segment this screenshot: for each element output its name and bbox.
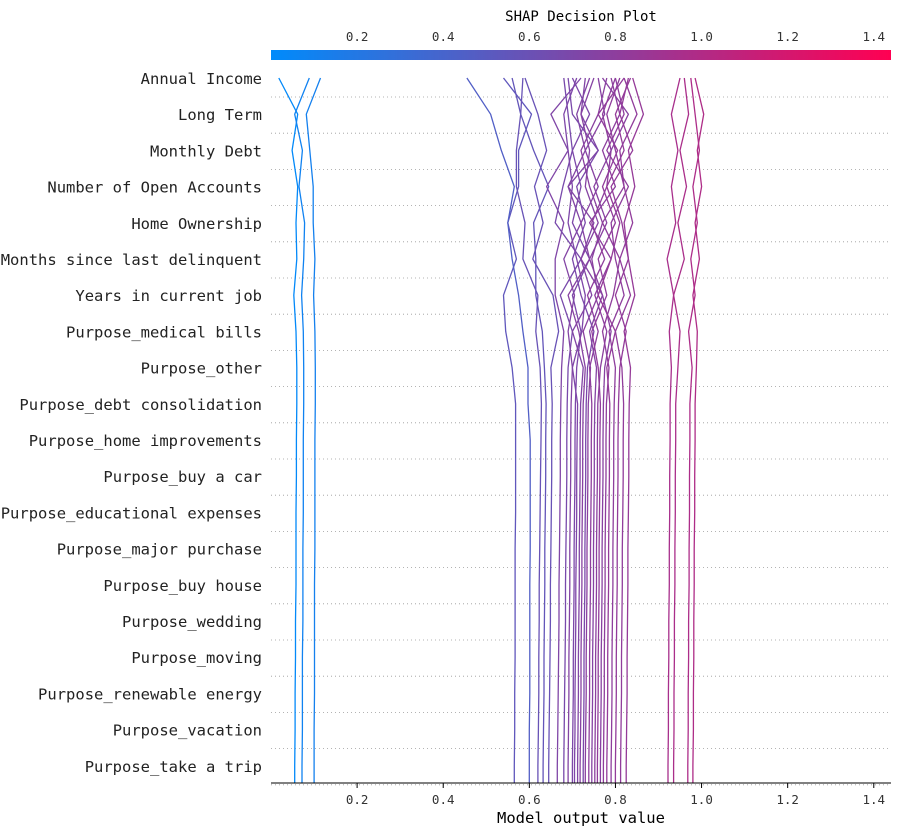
- decision-line-3: [305, 77, 322, 783]
- bottom-tick-label: 0.6: [518, 792, 541, 807]
- decision-line-21: [591, 77, 625, 783]
- bottom-tick-label: 0.4: [432, 792, 455, 807]
- decision-line-7: [511, 77, 550, 783]
- decision-line-18: [586, 77, 617, 783]
- decision-line-19: [580, 77, 604, 783]
- decision-line-24: [597, 77, 632, 783]
- decision-line-9: [545, 77, 582, 783]
- feature-labels: Annual Income Long Term Monthly Debt Number…: [1, 70, 262, 776]
- decision-line-27: [614, 77, 638, 783]
- top-tick-label: 0.4: [432, 29, 455, 44]
- feature-label: Purpose_educational expenses: [1, 504, 262, 522]
- decision-line-14: [567, 77, 599, 783]
- decision-line-16: [567, 77, 599, 783]
- feature-label: Purpose_buy a car: [103, 468, 262, 486]
- bottom-tick-label: 0.2: [346, 792, 369, 807]
- feature-label: Long Term: [178, 106, 262, 124]
- decision-line-25: [606, 77, 630, 783]
- colorbar: [271, 50, 891, 60]
- top-tick-label: 1.0: [690, 29, 713, 44]
- decision-line-2: [294, 77, 310, 783]
- top-tick-label: 0.6: [518, 29, 541, 44]
- feature-label: Purpose_debt consolidation: [19, 396, 262, 414]
- decision-line-4: [502, 77, 533, 783]
- feature-label: Purpose_other: [141, 360, 262, 378]
- top-tick-label: 0.2: [346, 29, 369, 44]
- decision-line-31: [687, 77, 701, 783]
- feature-label: Months since last delinquent: [1, 251, 262, 269]
- bottom-tick-labels: 0.2 0.4 0.6 0.8 1.0 1.2 1.4: [346, 783, 885, 807]
- feature-label: Number of Open Accounts: [47, 179, 262, 197]
- decision-line-13: [563, 77, 586, 783]
- top-tick-label: 1.2: [776, 29, 799, 44]
- decision-line-6: [515, 77, 543, 783]
- decision-lines: [278, 77, 705, 783]
- x-axis-title: Model output value: [497, 809, 665, 827]
- decision-line-26: [610, 77, 634, 783]
- feature-label: Purpose_moving: [131, 649, 262, 667]
- decision-line-10: [554, 77, 582, 783]
- feature-label: Purpose_major purchase: [57, 541, 262, 559]
- feature-label: Purpose_renewable energy: [38, 685, 262, 703]
- decision-line-29: [666, 77, 681, 783]
- decision-line-17: [580, 77, 608, 783]
- feature-gridlines: [271, 96, 891, 786]
- decision-line-32: [692, 77, 705, 783]
- top-tick-label: 1.4: [862, 29, 885, 44]
- top-tick-labels: 0.2 0.4 0.6 0.8 1.0 1.2 1.4: [346, 29, 885, 44]
- decision-line-30: [672, 77, 690, 783]
- feature-label: Monthly Debt: [150, 142, 262, 160]
- feature-label: Purpose_home improvements: [29, 432, 262, 450]
- feature-label: Home Ownership: [131, 215, 262, 233]
- feature-label: Purpose_vacation: [113, 722, 262, 740]
- decision-line-28: [623, 77, 645, 783]
- feature-label: Purpose_wedding: [122, 613, 262, 631]
- decision-line-8: [524, 77, 560, 783]
- bottom-tick-label: 1.2: [776, 792, 799, 807]
- decision-line-5: [466, 77, 531, 783]
- decision-line-15: [567, 77, 606, 783]
- feature-label: Purpose_medical bills: [66, 323, 262, 341]
- chart-title: SHAP Decision Plot: [505, 9, 657, 25]
- decision-line-23: [601, 77, 625, 783]
- top-tick-label: 0.8: [604, 29, 627, 44]
- feature-label: Annual Income: [141, 70, 262, 88]
- decision-line-22: [588, 77, 630, 783]
- bottom-tick-label: 1.0: [690, 792, 713, 807]
- bottom-tick-label: 1.4: [862, 792, 885, 807]
- feature-label: Purpose_buy house: [103, 577, 262, 595]
- feature-label: Purpose_take a trip: [85, 758, 262, 776]
- decision-line-1: [278, 77, 299, 783]
- bottom-tick-label: 0.8: [604, 792, 627, 807]
- decision-line-12: [571, 77, 591, 783]
- decision-line-11: [563, 77, 591, 783]
- feature-label: Years in current job: [75, 287, 262, 305]
